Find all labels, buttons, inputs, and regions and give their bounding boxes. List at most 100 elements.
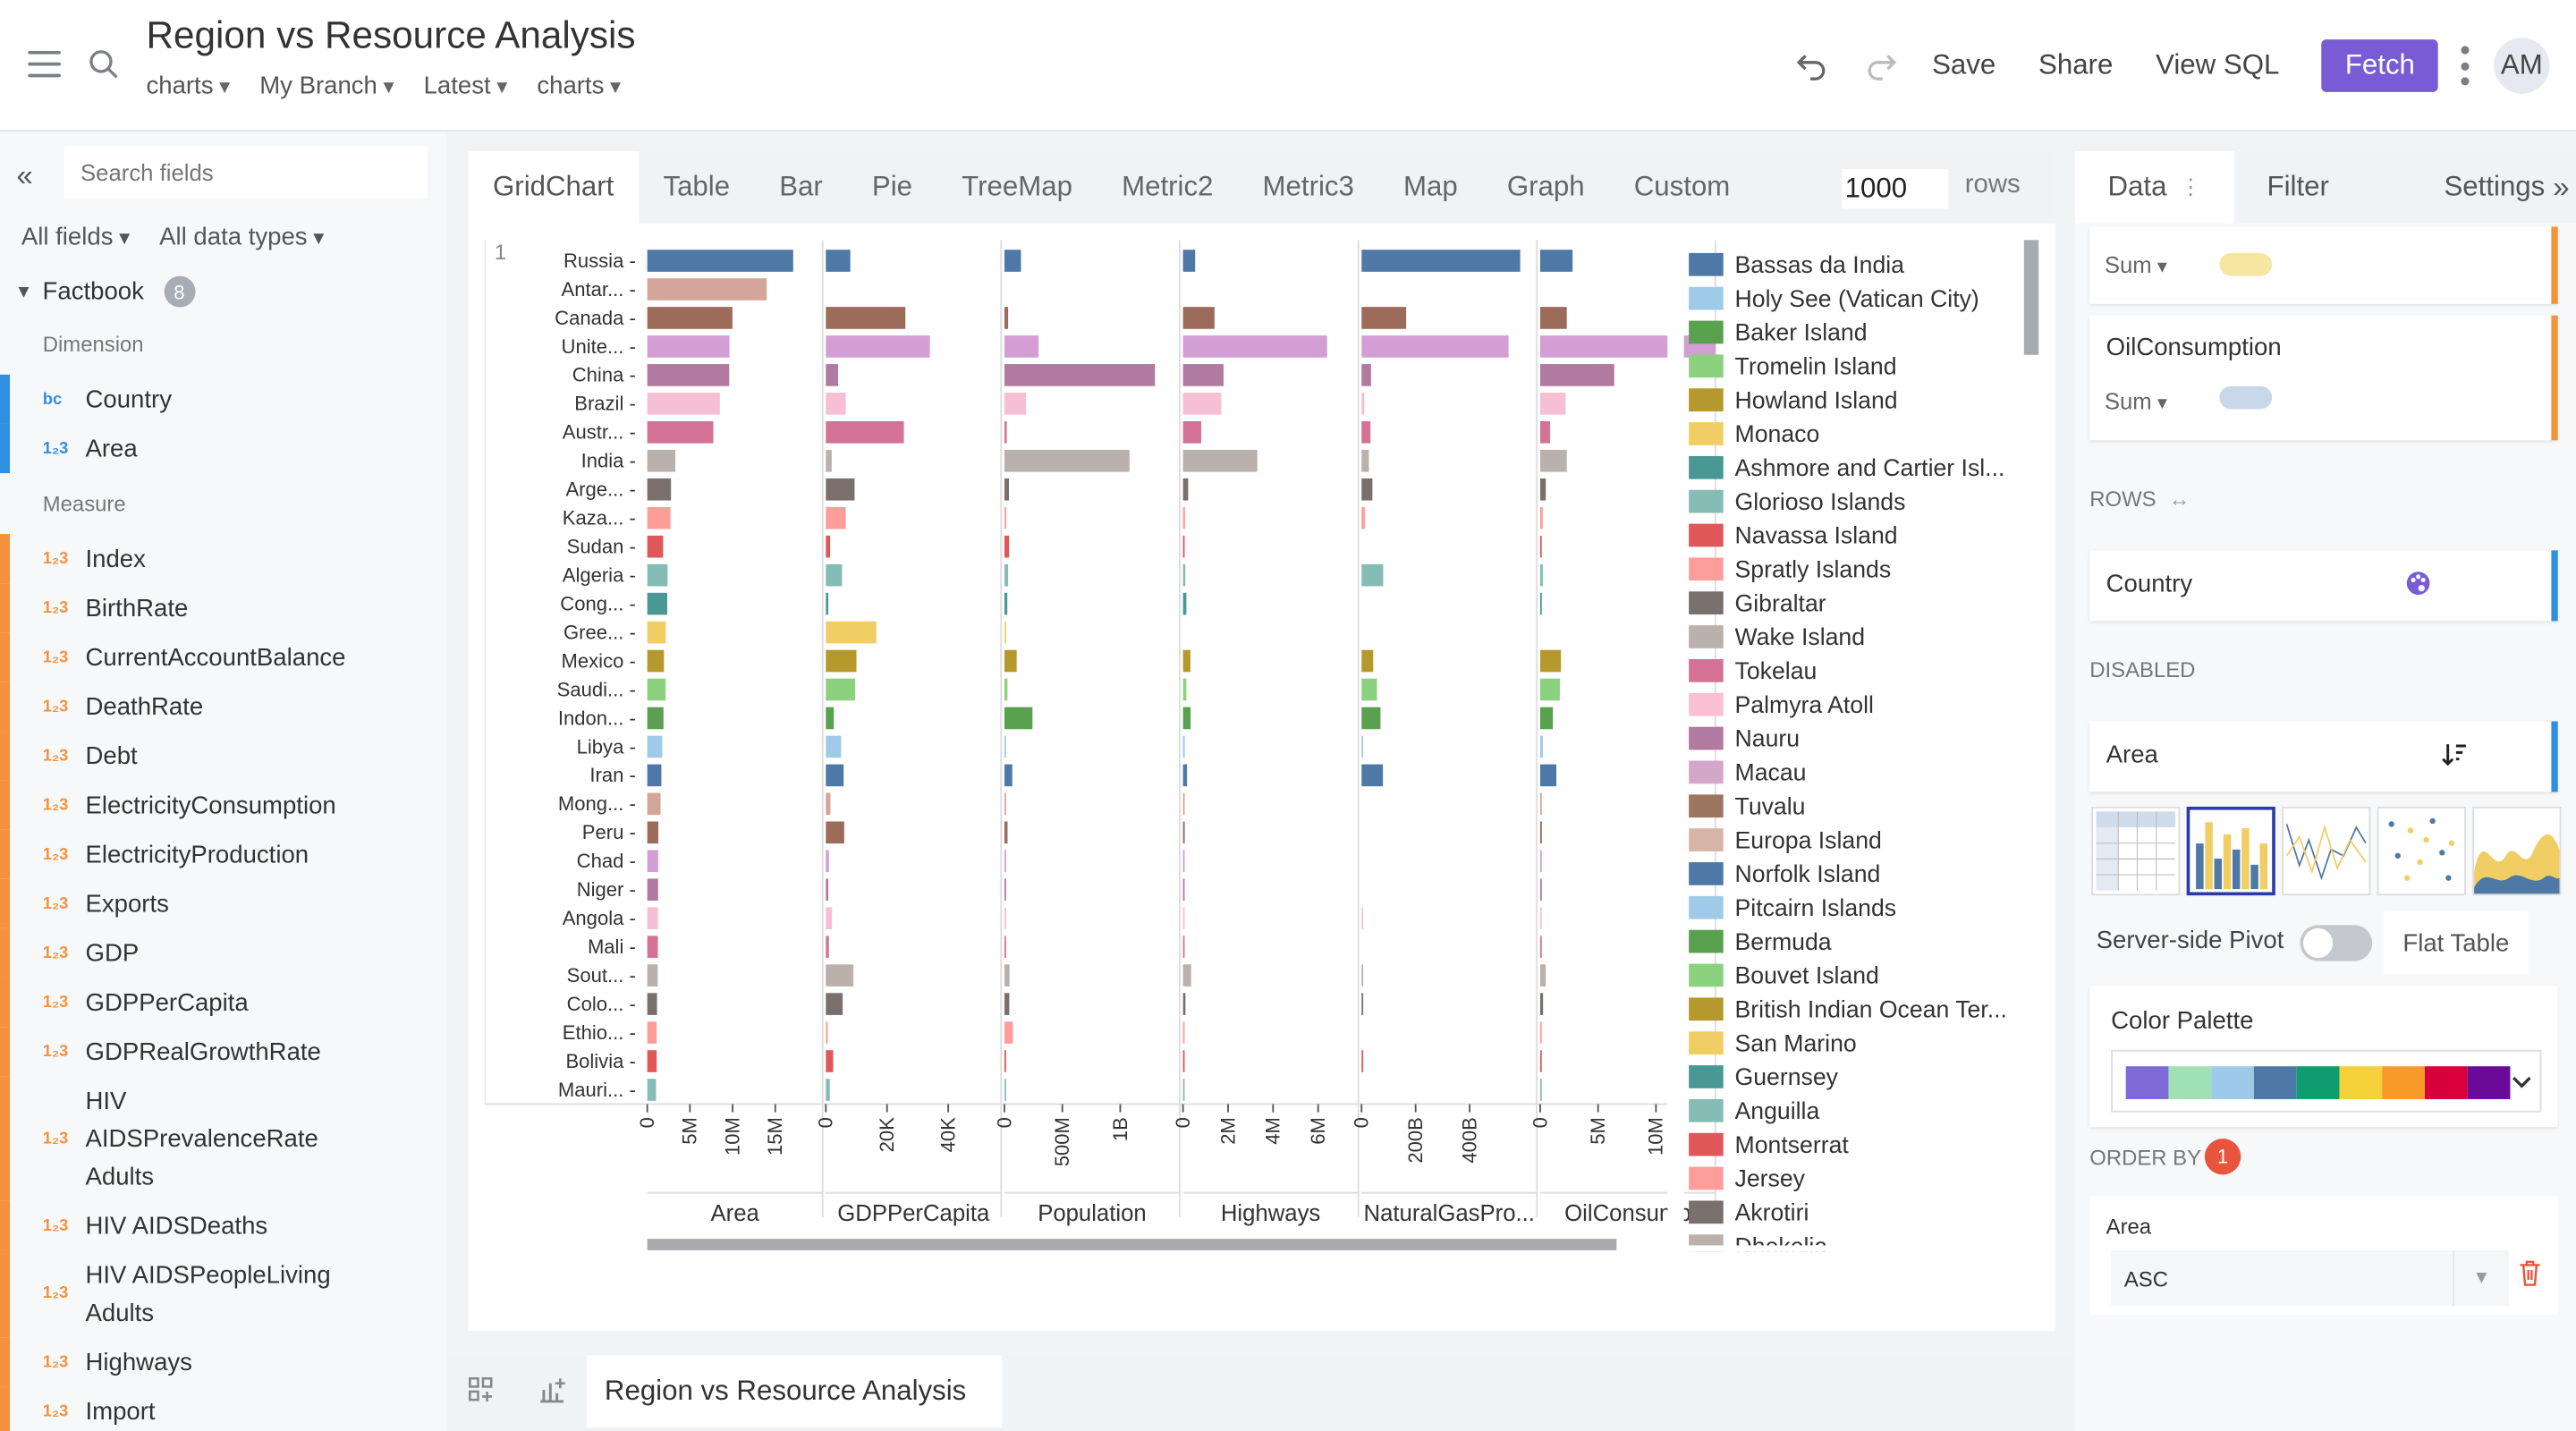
- delete-icon[interactable]: [2519, 1260, 2542, 1286]
- view-sql-button[interactable]: View SQL: [2156, 49, 2280, 81]
- measure-field[interactable]: 1₂3 ElectricityProduction: [0, 829, 447, 879]
- legend-label[interactable]: Pitcairn Islands: [1735, 894, 1897, 921]
- bar[interactable]: [826, 649, 857, 673]
- measure-field[interactable]: 1₂3 Highways: [0, 1337, 447, 1387]
- bar[interactable]: [826, 307, 906, 329]
- bar[interactable]: [1361, 1050, 1364, 1072]
- all-data-types-dropdown[interactable]: All data types: [159, 224, 324, 251]
- bar[interactable]: [1004, 535, 1010, 558]
- bar[interactable]: [826, 393, 846, 415]
- bar[interactable]: [826, 878, 829, 902]
- bar[interactable]: [647, 335, 730, 358]
- bar[interactable]: [826, 792, 831, 816]
- bar[interactable]: [1004, 678, 1008, 701]
- palette-icon[interactable]: [2405, 570, 2431, 596]
- bar[interactable]: [1004, 478, 1010, 501]
- legend-label[interactable]: Jersey: [1735, 1165, 1806, 1192]
- bar[interactable]: [826, 506, 846, 529]
- bar[interactable]: [647, 649, 665, 673]
- bar[interactable]: [647, 1079, 657, 1101]
- measure-field[interactable]: 1₂3 GDPPerCapita: [0, 978, 447, 1028]
- measure-field[interactable]: 1₂3 HIV AIDSDeaths: [0, 1200, 447, 1250]
- tab-table[interactable]: Table: [663, 171, 731, 202]
- bar[interactable]: [647, 592, 667, 615]
- thumbnail-bar-icon[interactable]: [2186, 806, 2275, 896]
- legend-label[interactable]: Tokelau: [1735, 657, 1818, 684]
- bar[interactable]: [826, 364, 838, 386]
- legend-label[interactable]: Gibraltar: [1735, 589, 1826, 616]
- tab-graph[interactable]: Graph: [1506, 171, 1585, 202]
- bar[interactable]: [1004, 792, 1006, 816]
- legend-label[interactable]: Guernsey: [1735, 1063, 1839, 1090]
- legend-label[interactable]: Norfolk Island: [1735, 860, 1881, 887]
- measure-field[interactable]: 1₂3 ElectricityConsumption: [0, 780, 447, 830]
- color-pill-2[interactable]: [2219, 385, 2273, 410]
- bar[interactable]: [647, 421, 714, 444]
- bar[interactable]: [647, 364, 730, 386]
- bar[interactable]: [1539, 850, 1542, 873]
- measure-field[interactable]: 1₂3 HIV AIDSPeopleLiving Adults: [0, 1249, 447, 1338]
- bar[interactable]: [1361, 707, 1381, 730]
- legend-label[interactable]: British Indian Ocean Ter...: [1735, 995, 2007, 1022]
- bar[interactable]: [1004, 592, 1008, 615]
- measure-field[interactable]: 1₂3 GDPRealGrowthRate: [0, 1027, 447, 1077]
- search-fields-input[interactable]: [64, 146, 428, 199]
- legend-label[interactable]: Europa Island: [1735, 826, 1882, 853]
- more-options-icon[interactable]: [2458, 46, 2471, 86]
- bar[interactable]: [1539, 907, 1542, 930]
- bar[interactable]: [826, 821, 844, 844]
- bar[interactable]: [1361, 364, 1371, 386]
- measure-field[interactable]: 1₂3 HIV AIDSPrevalenceRate Adults: [0, 1076, 447, 1201]
- tab-data[interactable]: Data ⋮: [2074, 151, 2234, 224]
- bar[interactable]: [1004, 907, 1006, 930]
- bar[interactable]: [1539, 563, 1543, 587]
- flat-table-button[interactable]: Flat Table: [2384, 911, 2529, 975]
- bar[interactable]: [1182, 563, 1186, 587]
- bar[interactable]: [1539, 307, 1567, 329]
- bar[interactable]: [1539, 250, 1573, 272]
- measure-field[interactable]: 1₂3 Index: [0, 534, 447, 584]
- bar[interactable]: [826, 850, 829, 873]
- measure-field[interactable]: 1₂3 BirthRate: [0, 583, 447, 633]
- dimension-field[interactable]: 1₂3 Area: [0, 423, 447, 474]
- bar[interactable]: [1539, 649, 1562, 673]
- measure-field[interactable]: 1₂3 Exports: [0, 878, 447, 928]
- legend-label[interactable]: Tuvalu: [1735, 792, 1806, 819]
- undo-icon[interactable]: [1794, 47, 1830, 83]
- legend-label[interactable]: Palmyra Atoll: [1735, 691, 1874, 718]
- bar[interactable]: [826, 421, 904, 444]
- add-sheet-icon[interactable]: [467, 1376, 496, 1405]
- legend-label[interactable]: Nauru: [1735, 725, 1801, 752]
- redo-icon[interactable]: [1863, 47, 1899, 83]
- measure-field[interactable]: 1₂3 Import: [0, 1386, 447, 1431]
- bar[interactable]: [1539, 478, 1546, 501]
- bar[interactable]: [1004, 1050, 1006, 1072]
- bar[interactable]: [1182, 1021, 1185, 1044]
- bar[interactable]: [826, 907, 833, 930]
- bar[interactable]: [826, 250, 851, 272]
- bar[interactable]: [1004, 707, 1033, 730]
- bar[interactable]: [1361, 993, 1364, 1015]
- rows-limit-input[interactable]: [1841, 169, 1949, 209]
- bar[interactable]: [1182, 964, 1191, 986]
- bar[interactable]: [1004, 364, 1156, 386]
- fetch-button[interactable]: Fetch: [2322, 39, 2438, 92]
- bar[interactable]: [1182, 907, 1185, 930]
- legend-label[interactable]: Monaco: [1735, 420, 1820, 447]
- bar[interactable]: [1182, 735, 1185, 758]
- bar[interactable]: [647, 907, 658, 930]
- measure-card-1[interactable]: Sum: [2089, 226, 2558, 304]
- bar[interactable]: [1182, 506, 1185, 529]
- bar[interactable]: [1539, 735, 1543, 758]
- bar[interactable]: [1539, 993, 1544, 1015]
- bar[interactable]: [1004, 250, 1021, 272]
- bar[interactable]: [1361, 563, 1384, 587]
- bar[interactable]: [1182, 449, 1258, 472]
- bar[interactable]: [647, 850, 658, 873]
- bar[interactable]: [826, 478, 855, 501]
- legend-label[interactable]: Montserrat: [1735, 1131, 1850, 1158]
- server-side-pivot-toggle[interactable]: [2300, 925, 2373, 961]
- bar[interactable]: [1182, 335, 1327, 358]
- bar[interactable]: [826, 1079, 830, 1101]
- tab-gridchart[interactable]: GridChart: [468, 151, 639, 224]
